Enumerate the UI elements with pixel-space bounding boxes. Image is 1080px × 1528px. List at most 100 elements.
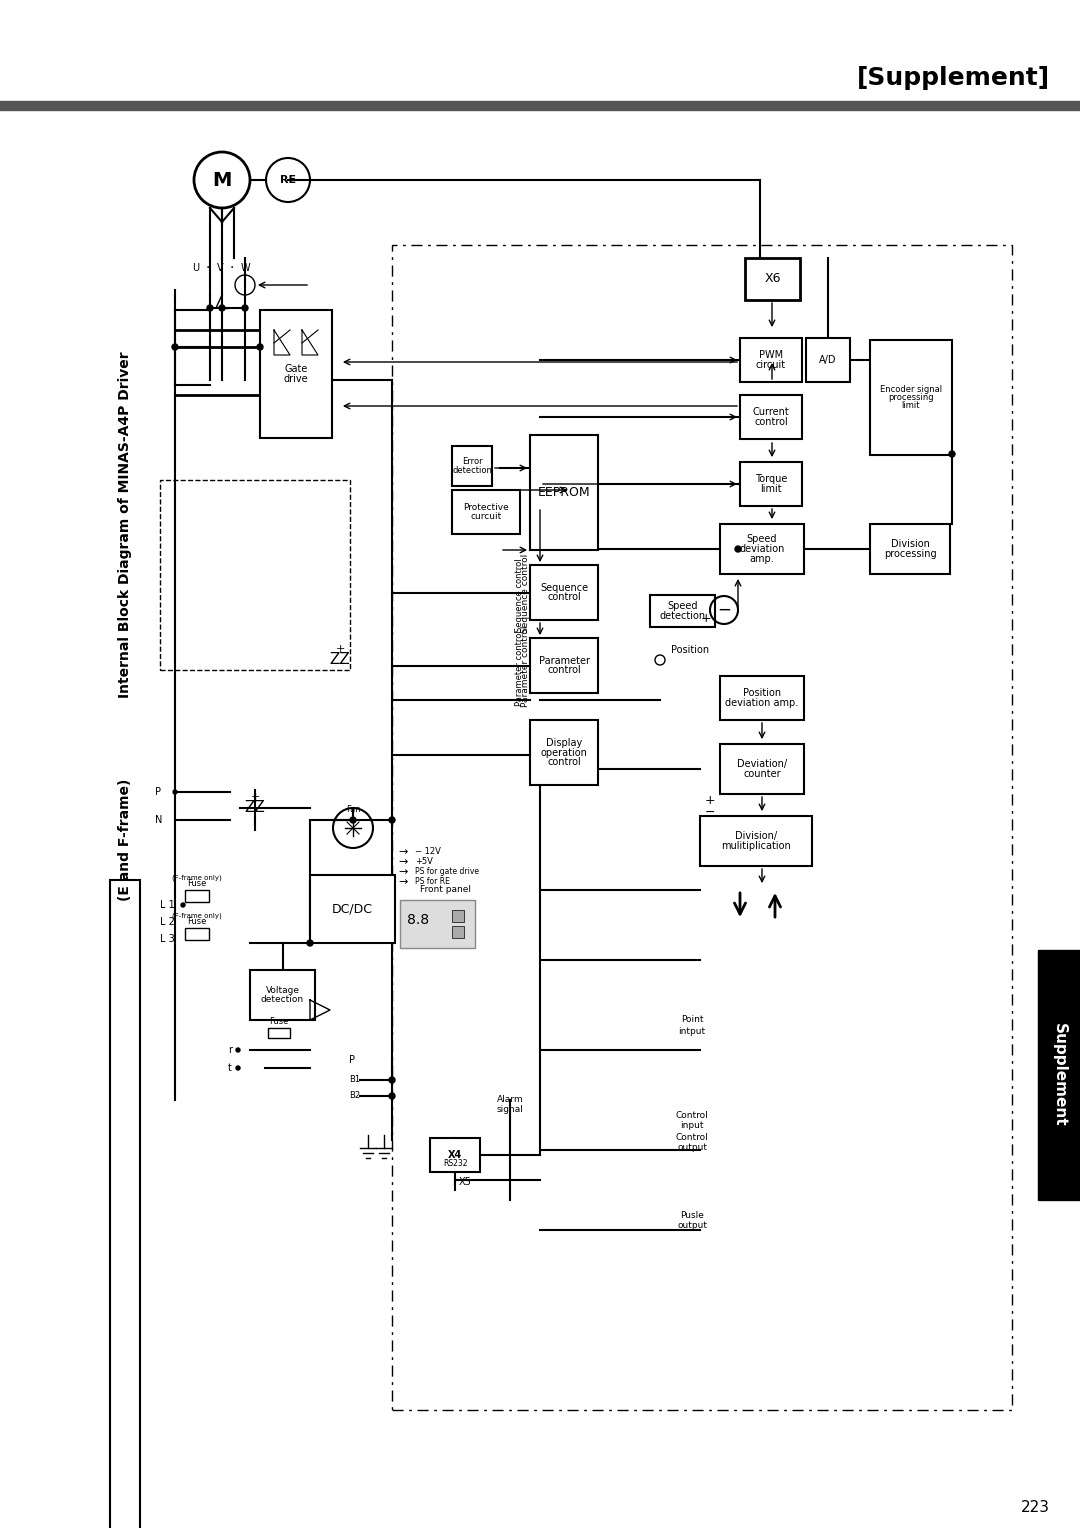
- Text: control: control: [754, 417, 788, 426]
- Text: DC/DC: DC/DC: [332, 903, 373, 915]
- Text: B1: B1: [349, 1076, 360, 1085]
- Text: control: control: [548, 665, 581, 675]
- Text: →: →: [399, 847, 407, 857]
- Text: M: M: [213, 171, 232, 189]
- Text: Error: Error: [461, 457, 483, 466]
- Text: →: →: [399, 857, 407, 866]
- Text: P: P: [349, 1054, 355, 1065]
- Circle shape: [389, 1077, 395, 1083]
- Bar: [392, 244, 1012, 1410]
- Bar: [530, 720, 598, 785]
- Text: 8.8: 8.8: [407, 914, 429, 927]
- Text: +5V: +5V: [415, 857, 433, 866]
- Bar: [453, 446, 492, 486]
- Text: Fuse: Fuse: [269, 1018, 288, 1027]
- Bar: [870, 524, 950, 575]
- Text: Sequence control: Sequence control: [521, 553, 529, 633]
- Text: limit: limit: [902, 402, 920, 411]
- Bar: [453, 926, 464, 938]
- Text: A/D: A/D: [820, 354, 837, 365]
- Text: Gate: Gate: [284, 364, 308, 374]
- Text: curcuit: curcuit: [471, 512, 501, 521]
- Text: Parameter control: Parameter control: [521, 625, 529, 707]
- Text: circuit: circuit: [756, 361, 786, 370]
- Bar: [806, 338, 850, 382]
- Text: [Supplement]: [Supplement]: [856, 66, 1050, 90]
- Text: Torque: Torque: [755, 474, 787, 484]
- Bar: [400, 900, 475, 947]
- Bar: [0, 101, 1080, 110]
- Bar: [260, 310, 332, 439]
- Bar: [249, 970, 315, 1021]
- Bar: [185, 889, 210, 902]
- Text: 223: 223: [1021, 1500, 1050, 1516]
- Text: Encoder signal: Encoder signal: [880, 385, 942, 394]
- Bar: [453, 911, 464, 921]
- Text: →: →: [399, 866, 407, 877]
- Text: mulitiplication: mulitiplication: [721, 840, 791, 851]
- Text: t: t: [228, 1063, 232, 1073]
- Circle shape: [389, 817, 395, 824]
- Text: V: V: [217, 263, 224, 274]
- Text: Current: Current: [753, 406, 789, 417]
- Text: deviation: deviation: [740, 544, 785, 555]
- Text: (E and F-frame): (E and F-frame): [118, 779, 132, 902]
- Text: operation: operation: [541, 747, 588, 758]
- Circle shape: [207, 306, 213, 312]
- Text: N: N: [156, 814, 162, 825]
- Text: P: P: [156, 787, 161, 798]
- Text: Alarm: Alarm: [497, 1096, 524, 1105]
- Text: Point: Point: [680, 1016, 703, 1024]
- Text: limit: limit: [760, 484, 782, 494]
- Text: W: W: [240, 263, 249, 274]
- Bar: [720, 744, 804, 795]
- Text: ·: ·: [230, 261, 234, 275]
- Text: EEPROM: EEPROM: [538, 486, 591, 500]
- Text: Speed: Speed: [667, 601, 698, 611]
- Circle shape: [949, 451, 955, 457]
- Text: control: control: [548, 593, 581, 602]
- Text: L 3: L 3: [160, 934, 175, 944]
- Text: Control: Control: [676, 1111, 708, 1120]
- Text: Fuse: Fuse: [187, 917, 206, 926]
- Circle shape: [735, 545, 741, 552]
- Text: deviation amp.: deviation amp.: [726, 698, 798, 707]
- Text: detection: detection: [660, 611, 705, 620]
- Circle shape: [237, 1067, 240, 1070]
- Text: RE: RE: [280, 176, 296, 185]
- Text: Internal Block Diagram of MINAS-A4P Driver: Internal Block Diagram of MINAS-A4P Driv…: [118, 351, 132, 698]
- Text: Supplement: Supplement: [1052, 1024, 1067, 1126]
- Circle shape: [242, 306, 248, 312]
- Circle shape: [181, 903, 185, 908]
- Text: +: +: [701, 611, 712, 625]
- Bar: [453, 490, 519, 533]
- Bar: [700, 816, 812, 866]
- Text: counter: counter: [743, 769, 781, 779]
- Bar: [740, 461, 802, 506]
- Bar: [870, 341, 951, 455]
- Text: Fuse: Fuse: [187, 879, 206, 888]
- Text: Voltage: Voltage: [266, 986, 299, 995]
- Text: Parameter: Parameter: [539, 656, 590, 666]
- Circle shape: [350, 817, 356, 824]
- Bar: [110, 880, 140, 1528]
- Text: processing: processing: [888, 393, 934, 402]
- Circle shape: [257, 344, 264, 350]
- Text: Pusle: Pusle: [680, 1210, 704, 1219]
- Text: ·: ·: [206, 261, 211, 275]
- Text: processing: processing: [883, 549, 936, 559]
- Bar: [185, 927, 210, 940]
- Text: B2: B2: [349, 1091, 360, 1100]
- Circle shape: [219, 306, 225, 312]
- Text: Control: Control: [676, 1132, 708, 1141]
- Circle shape: [173, 790, 177, 795]
- Circle shape: [389, 1093, 395, 1099]
- Text: Front panel: Front panel: [419, 886, 471, 894]
- Bar: [160, 480, 350, 669]
- Bar: [530, 565, 598, 620]
- Text: Parameter control: Parameter control: [515, 630, 525, 706]
- Bar: [650, 594, 715, 626]
- Text: L 2: L 2: [160, 917, 175, 927]
- Text: − 12V: − 12V: [415, 848, 441, 857]
- Text: Sequence control: Sequence control: [515, 558, 525, 631]
